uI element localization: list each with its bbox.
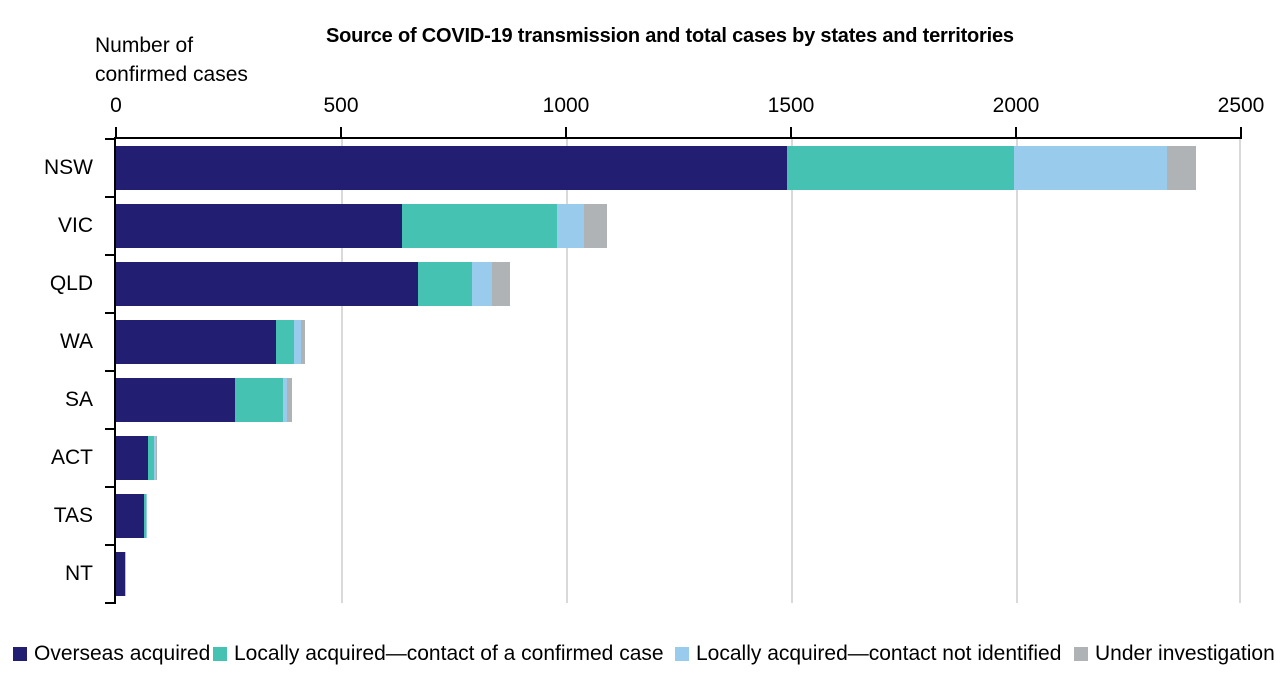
bar-segment [116, 204, 402, 248]
bar-segment [287, 378, 292, 422]
stacked-bar-sa [116, 378, 292, 422]
y-axis-tick-0 [105, 138, 114, 140]
x-axis-tick-label-2000: 2000 [992, 94, 1040, 117]
bar-segment [557, 204, 584, 248]
bar-segment [300, 320, 305, 364]
bar-segment [584, 204, 607, 248]
y-axis-label-sa: SA [64, 388, 93, 411]
bar-row-act [116, 429, 1241, 487]
legend-item: Overseas acquired [13, 642, 210, 666]
bar-segment [116, 436, 148, 480]
x-axis-tick-2000 [1015, 127, 1017, 137]
y-axis-tick-7 [105, 544, 114, 546]
x-axis-tick-1500 [790, 127, 792, 137]
bar-segment [1013, 146, 1167, 190]
bar-segment [275, 320, 294, 364]
y-axis-line [114, 137, 116, 604]
bar-row-tas [116, 487, 1241, 545]
x-axis-tick-2500 [1240, 127, 1242, 137]
y-axis-label-act: ACT [51, 446, 93, 469]
bar-row-sa [116, 371, 1241, 429]
bar-segment [1166, 146, 1196, 190]
gridline-1500 [791, 139, 793, 603]
legend-label: Locally acquired—contact not identified [696, 642, 1062, 665]
legend-swatch-icon [1074, 647, 1088, 661]
bar-segment [116, 552, 125, 596]
bar-segment [116, 146, 787, 190]
stacked-bar-tas [116, 494, 148, 538]
x-axis-tick-labels: 0 500 1000 1500 2000 2500 [0, 94, 1282, 120]
stacked-bar-wa [116, 320, 305, 364]
bar-row-nt [116, 545, 1241, 603]
bar-segment [282, 378, 287, 422]
bar-segment [153, 436, 156, 480]
bar-segment [235, 378, 283, 422]
plot-area [105, 127, 1242, 604]
legend-label: Locally acquired—contact of a confirmed … [234, 642, 664, 665]
y-axis-label-wa: WA [59, 330, 93, 353]
bar-row-qld [116, 255, 1241, 313]
bar-row-nsw [116, 139, 1241, 197]
bar-segment [471, 262, 492, 306]
y-axis-tick-6 [105, 486, 114, 488]
stacked-bar-vic [116, 204, 607, 248]
x-axis-tick-label-1500: 1500 [767, 94, 815, 117]
bar-segment [147, 436, 154, 480]
bar-row-vic [116, 197, 1241, 255]
y-axis-tick-5 [105, 428, 114, 430]
bar-segment [144, 494, 147, 538]
y-axis-label-vic: VIC [57, 214, 93, 237]
x-axis-tick-label-500: 500 [323, 94, 359, 117]
y-axis-tick-3 [105, 312, 114, 314]
y-axis-tick-1 [105, 196, 114, 198]
chart-title: Source of COVID-19 transmission and tota… [326, 25, 1014, 47]
x-axis-line [114, 137, 1242, 139]
legend-item: Locally acquired—contact not identified [675, 642, 1061, 666]
bar-segment [116, 494, 145, 538]
x-axis-tick-0 [115, 127, 117, 137]
y-axis-label-nsw: NSW [44, 156, 93, 179]
stacked-bar-act [116, 436, 157, 480]
legend-swatch-icon [675, 647, 689, 661]
bar-segment [116, 378, 236, 422]
stacked-bar-nsw [116, 146, 1196, 190]
gridline-1000 [566, 139, 568, 603]
bar-segment [116, 262, 418, 306]
y-axis-tick-4 [105, 370, 114, 372]
y-axis-labels: NSW VIC QLD WA SA ACT TAS NT [0, 139, 97, 603]
x-axis-tick-label-0: 0 [110, 94, 122, 117]
gridline-2000 [1016, 139, 1018, 603]
legend-label: Overseas acquired [34, 642, 211, 665]
gridline-500 [341, 139, 343, 603]
y-axis-label-nt: NT [65, 562, 93, 585]
bar-segment [491, 262, 510, 306]
gridline-2500 [1239, 139, 1241, 603]
bar-segment [417, 262, 472, 306]
legend-item: Locally acquired—contact of a confirmed … [213, 642, 664, 666]
stacked-bar-nt [116, 552, 126, 596]
bar-segment [116, 320, 276, 364]
x-axis-tick-label-2500: 2500 [1217, 94, 1265, 117]
x-axis-tick-label-1000: 1000 [542, 94, 590, 117]
bar-segment [401, 204, 557, 248]
bar-segment [786, 146, 1014, 190]
y-axis-tick-8 [105, 602, 114, 604]
y-axis-label-qld: QLD [49, 272, 93, 295]
legend-label: Under investigation [1095, 642, 1275, 665]
x-axis-tick-500 [340, 127, 342, 137]
bar-segment [293, 320, 301, 364]
stacked-bar-qld [116, 262, 510, 306]
bar-segment [124, 552, 126, 596]
legend-swatch-icon [213, 647, 227, 661]
legend-item: Under investigation [1074, 642, 1275, 666]
legend-swatch-icon [13, 647, 27, 661]
bar-segment [146, 494, 148, 538]
y-axis-label-tas: TAS [53, 504, 93, 527]
y-axis-tick-2 [105, 254, 114, 256]
x-axis-header: Number of confirmed cases [95, 34, 248, 86]
x-axis-tick-1000 [565, 127, 567, 137]
bar-row-wa [116, 313, 1241, 371]
